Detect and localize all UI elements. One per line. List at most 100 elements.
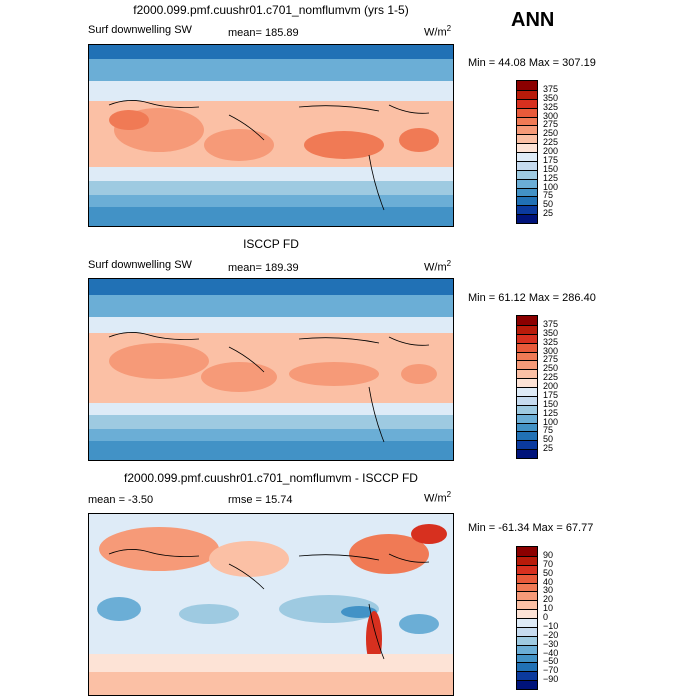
colorbar-swatch	[517, 369, 537, 379]
colorbar-swatch	[517, 404, 537, 414]
panel-2-map	[88, 278, 454, 461]
panel-3-map	[88, 513, 454, 696]
colorbar-tick-label: 275	[543, 354, 559, 365]
colorbar-swatch	[517, 316, 537, 325]
colorbar-swatch	[517, 89, 537, 99]
colorbar-tick-label: 225	[543, 372, 559, 383]
colorbar-swatch	[517, 653, 537, 663]
colorbar-tick-label: 200	[543, 146, 559, 156]
colorbar-swatch	[517, 351, 537, 361]
season-label: ANN	[511, 9, 555, 31]
colorbar-tick-label: 375	[543, 318, 559, 329]
panel-2-minmax: Min = 61.12 Max = 286.40	[468, 292, 596, 304]
colorbar-tick-label: 350	[543, 92, 559, 103]
colorbar-tick-label: 150	[543, 163, 559, 174]
panel-3-minmax: Min = -61.34 Max = 67.77	[468, 522, 594, 534]
colorbar-tick-label: 175	[543, 154, 559, 165]
colorbar-tick-label: 325	[543, 336, 559, 347]
colorbar-tick-label: 25	[543, 208, 554, 219]
colorbar-tick-label: 75	[543, 425, 554, 436]
colorbar-swatch	[517, 671, 537, 681]
colorbar-tick-label: 100	[543, 181, 559, 192]
colorbar-swatch	[517, 360, 537, 370]
colorbar-swatch	[517, 609, 537, 618]
colorbar-tick-label: 30	[543, 585, 554, 596]
colorbar-tick-label: 10	[543, 603, 554, 614]
panel-1-map	[88, 44, 454, 227]
colorbar-tick-label: −50	[543, 656, 559, 667]
colorbar-swatch	[517, 143, 537, 152]
panel-1-title: f2000.099.pmf.cuushr01.c701_nomflumvm (y…	[133, 3, 409, 17]
colorbar-swatch	[517, 431, 537, 441]
colorbar-swatch	[517, 107, 537, 117]
colorbar-swatch	[517, 134, 537, 144]
colorbar-swatch	[517, 449, 537, 458]
panel-2-title: ISCCP FD	[243, 237, 299, 251]
panel-3-units: W/m2	[424, 490, 452, 505]
colorbar-tick-label: 20	[543, 594, 554, 605]
panel-3-rmse-label: rmse = 15.74	[228, 494, 293, 506]
colorbar-tick-label: 50	[543, 199, 554, 210]
colorbar-swatch	[517, 333, 537, 343]
colorbar-swatch	[517, 440, 537, 450]
colorbar-swatch	[517, 196, 537, 206]
colorbar-tick-label: 70	[543, 558, 554, 569]
panel-1-minmax: Min = 44.08 Max = 307.19	[468, 57, 596, 69]
colorbar-swatch	[517, 81, 537, 90]
panel-2-mean-label: mean= 189.39	[228, 262, 299, 274]
colorbar-swatch	[517, 413, 537, 423]
panel-2-colorbar	[516, 315, 538, 459]
colorbar-tick-label: 40	[543, 576, 554, 587]
colorbar-swatch	[517, 160, 537, 170]
colorbar-swatch	[517, 564, 537, 574]
colorbar-tick-label: 50	[543, 434, 554, 445]
colorbar-swatch	[517, 125, 537, 135]
panel-1-mean-label: mean= 185.89	[228, 27, 299, 39]
colorbar-swatch	[517, 591, 537, 601]
colorbar-swatch	[517, 169, 537, 179]
colorbar-tick-label: −40	[543, 647, 559, 658]
colorbar-tick-label: 175	[543, 389, 559, 400]
colorbar-swatch	[517, 387, 537, 396]
colorbar-swatch	[517, 573, 537, 583]
panel-2-units: W/m2	[424, 259, 452, 274]
colorbar-tick-label: 75	[543, 190, 554, 201]
colorbar-tick-label: 275	[543, 119, 559, 130]
colorbar-tick-label: 325	[543, 101, 559, 112]
panel-2-variable-label: Surf downwelling SW	[88, 259, 192, 271]
colorbar-tick-label: 250	[543, 363, 559, 374]
panel-1-colorbar	[516, 80, 538, 224]
colorbar-swatch	[517, 644, 537, 654]
colorbar-tick-label: 225	[543, 137, 559, 148]
colorbar-swatch	[517, 626, 537, 636]
colorbar-tick-label: 250	[543, 128, 559, 139]
colorbar-tick-label: 90	[543, 549, 554, 560]
colorbar-tick-label: 300	[543, 110, 559, 121]
colorbar-swatch	[517, 187, 537, 197]
colorbar-swatch	[517, 342, 537, 352]
colorbar-swatch	[517, 600, 537, 610]
colorbar-swatch	[517, 205, 537, 215]
colorbar-tick-label: 375	[543, 83, 559, 94]
colorbar-tick-label: 125	[543, 172, 559, 183]
panel-1-variable-label: Surf downwelling SW	[88, 24, 192, 36]
colorbar-swatch	[517, 422, 537, 432]
colorbar-swatch	[517, 152, 537, 161]
colorbar-swatch	[517, 178, 537, 188]
colorbar-tick-label: −30	[543, 638, 559, 649]
colorbar-tick-label: 150	[543, 398, 559, 409]
colorbar-swatch	[517, 582, 537, 592]
colorbar-swatch	[517, 395, 537, 405]
colorbar-tick-label: −70	[543, 665, 559, 676]
colorbar-tick-label: 50	[543, 567, 554, 578]
colorbar-swatch	[517, 98, 537, 108]
colorbar-swatch	[517, 680, 537, 689]
colorbar-tick-label: 200	[543, 381, 559, 391]
panel-3-colorbar	[516, 546, 538, 690]
colorbar-tick-label: 125	[543, 407, 559, 418]
colorbar-tick-label: 350	[543, 327, 559, 338]
colorbar-swatch	[517, 555, 537, 565]
panel-3-title: f2000.099.pmf.cuushr01.c701_nomflumvm - …	[124, 471, 418, 485]
colorbar-swatch	[517, 635, 537, 645]
colorbar-swatch	[517, 378, 537, 387]
